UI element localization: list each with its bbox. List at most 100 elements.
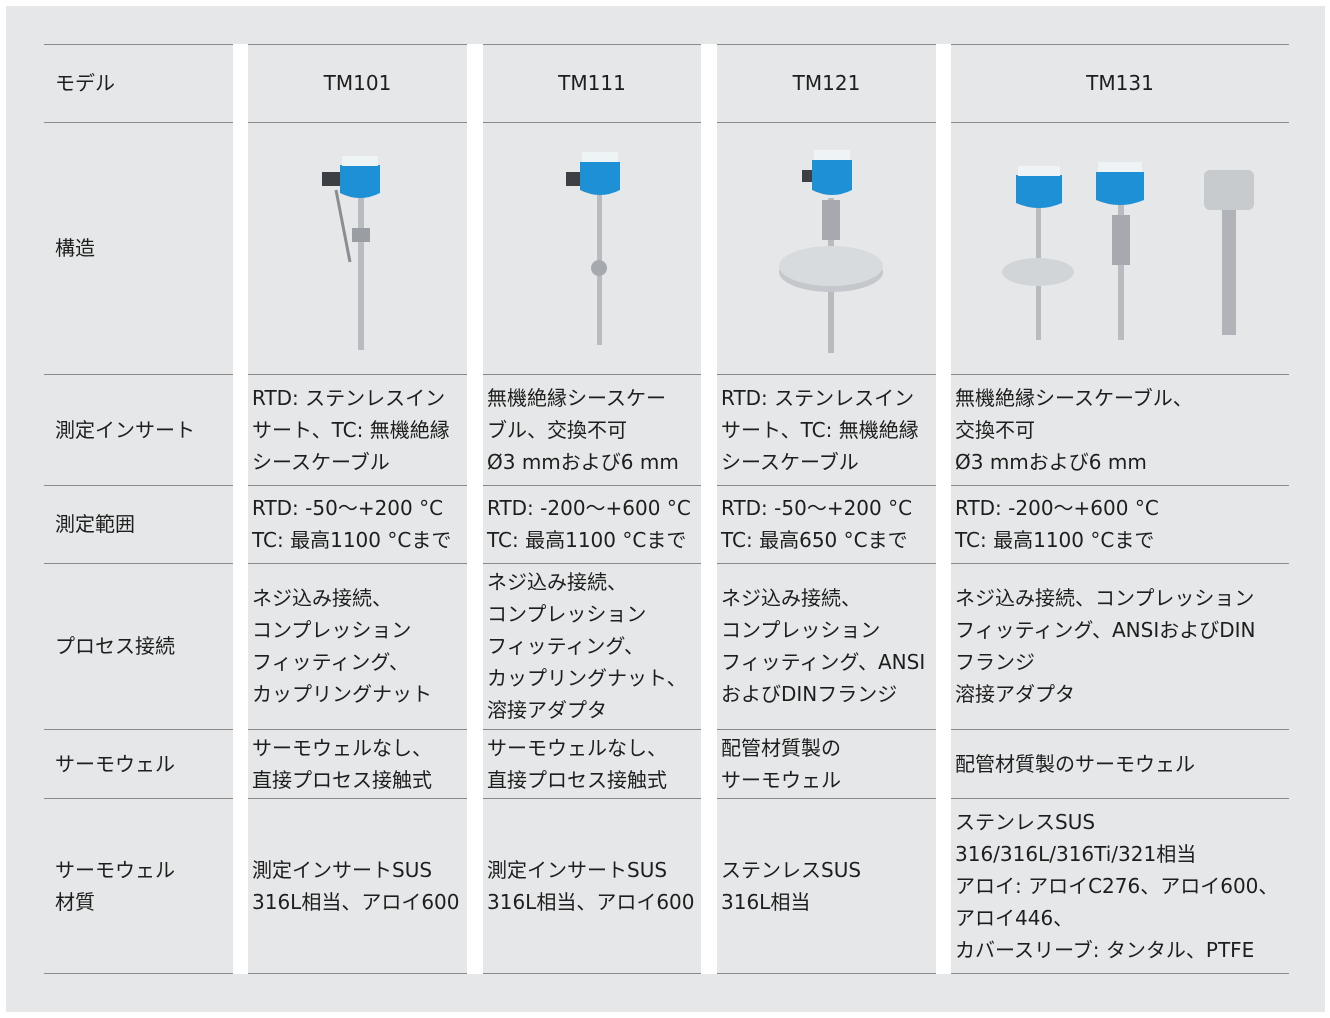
row-divider xyxy=(44,44,1289,45)
cell-text: RTD: -50～+200 °C TC: 最高650 °Cまで xyxy=(721,487,936,561)
model-name: TM111 xyxy=(483,44,701,122)
text-line: RTD: -200～+600 °C xyxy=(955,496,1159,520)
text-line: TC: 最高1100 °Cまで xyxy=(955,528,1155,552)
text-line: ネジ込み接続、コンプレッション xyxy=(955,586,1255,610)
tm131-image xyxy=(1002,162,1254,340)
cell-text: ネジ込み接続、 コンプレッション フィッティング、 カップリングナット、 溶接アダプタ xyxy=(487,565,701,727)
text-line: サーモウェル xyxy=(55,857,175,882)
text-line: サート、TC: 無機絶縁 xyxy=(252,417,450,442)
text-line: カップリングナット、 xyxy=(487,666,687,690)
row-divider xyxy=(44,374,1289,375)
text-line: 無機絶縁シースケーブル、 xyxy=(955,385,1193,410)
text-line: シースケーブル xyxy=(721,449,859,474)
text-line: ステンレスSUS xyxy=(721,857,862,882)
text-line: 直接プロセス接触式 xyxy=(252,767,432,792)
cell-text: 測定インサートSUS 316L相当、アロイ600 xyxy=(252,800,467,971)
text-line: およびDINフランジ xyxy=(721,682,898,706)
row-label: サーモウェル xyxy=(55,731,230,796)
text-line: 溶接アダプタ xyxy=(487,698,607,722)
text-line: Ø3 mmおよび6 mm xyxy=(487,449,679,474)
cell-text: RTD: ステンレスイン サート、TC: 無機絶縁 シースケーブル xyxy=(721,376,936,483)
text-line: サーモウェルなし、 xyxy=(487,735,667,760)
column-gap xyxy=(701,44,717,974)
text-line: TM101 xyxy=(323,71,392,95)
text-line: TM111 xyxy=(558,71,626,95)
row-label: 構造 xyxy=(55,122,230,374)
model-name: TM121 xyxy=(717,44,936,122)
text-line: 316L相当、アロイ600 xyxy=(252,889,460,914)
text-line: コンプレッション xyxy=(252,618,412,642)
text-line: アロイ446、 xyxy=(955,905,1074,930)
row-label: 測定範囲 xyxy=(55,487,230,561)
text-line: TC: 最高1100 °Cまで xyxy=(487,528,687,552)
text-line: サーモウェル xyxy=(721,767,841,792)
row-divider xyxy=(44,973,1289,974)
text-line: 測定インサートSUS xyxy=(252,857,433,882)
text-line: 直接プロセス接触式 xyxy=(487,767,667,792)
text-line: 無機絶縁シースケー xyxy=(487,385,666,410)
text-line: モデル xyxy=(55,71,115,95)
cell-text: 無機絶縁シースケーブル、交換不可 Ø3 mmおよび6 mm xyxy=(955,376,1289,483)
row-divider xyxy=(44,798,1289,799)
text-line: フランジ xyxy=(955,650,1035,674)
text-line: 溶接アダプタ xyxy=(955,682,1075,706)
text-line: RTD: -200～+600 °C xyxy=(487,496,691,520)
text-line: RTD: -50～+200 °C xyxy=(252,496,444,520)
text-line: ステンレスSUS xyxy=(955,809,1096,834)
text-line: 316L相当 xyxy=(721,889,811,914)
header-label: モデル xyxy=(55,44,230,122)
row-divider xyxy=(44,729,1289,730)
text-line: ブル、交換不可 xyxy=(487,417,627,442)
tm101-image xyxy=(322,156,380,350)
cell-text: ネジ込み接続、コンプレッション フィッティング、ANSIおよびDIN フランジ溶接ア… xyxy=(955,565,1289,727)
text-line: 配管材質製の xyxy=(721,735,841,760)
row-divider xyxy=(44,563,1289,564)
text-line: コンプレッション xyxy=(487,602,647,626)
text-line: フィッティング、ANSI xyxy=(721,650,926,674)
text-line: シースケーブル xyxy=(252,449,390,474)
text-line: カバースリーブ: タンタル、PTFE xyxy=(955,937,1255,962)
text-line: 316/316L/316Ti/321相当 xyxy=(955,841,1197,866)
row-divider xyxy=(44,122,1289,123)
cell-text: サーモウェルなし、 直接プロセス接触式 xyxy=(487,731,701,796)
tm111-image xyxy=(566,152,620,345)
text-line: サーモウェルなし、 xyxy=(252,735,432,760)
text-line: フィッティング、ANSIおよびDIN xyxy=(955,618,1256,642)
text-line: 配管材質製のサーモウェル xyxy=(955,751,1195,776)
cell-text: RTD: ステンレスイン サート、TC: 無機絶縁 シースケーブル xyxy=(252,376,467,483)
text-line: 交換不可 xyxy=(955,417,1035,442)
text-line: RTD: ステンレスイン xyxy=(252,385,446,410)
text-line: 測定インサート xyxy=(55,417,195,442)
text-line: TM131 xyxy=(1086,71,1154,95)
text-line: 316L相当、アロイ600 xyxy=(487,889,695,914)
text-line: コンプレッション xyxy=(721,618,881,642)
text-line: フィッティング、 xyxy=(252,650,409,674)
model-name: TM101 xyxy=(248,44,467,122)
row-label: プロセス接続 xyxy=(55,565,230,727)
text-line: ネジ込み接続、 xyxy=(252,586,392,610)
cell-text: RTD: -50～+200 °C TC: 最高1100 °Cまで xyxy=(252,487,467,561)
text-line: ネジ込み接続、 xyxy=(487,570,627,594)
cell-text: 無機絶縁シースケーブル、交換不可 Ø3 mmおよび6 mm xyxy=(487,376,701,483)
text-line: TM121 xyxy=(792,71,861,95)
cell-text: 配管材質製のサーモウェル xyxy=(721,731,936,796)
cell-text: 測定インサートSUS 316L相当、アロイ600 xyxy=(487,800,701,971)
text-line: アロイ: アロイC276、アロイ600、 xyxy=(955,873,1279,898)
text-line: サーモウェル xyxy=(55,751,175,776)
text-line: 構造 xyxy=(55,236,95,260)
cell-text: サーモウェルなし、 直接プロセス接触式 xyxy=(252,731,467,796)
column-gap xyxy=(936,44,951,974)
column-gap xyxy=(467,44,483,974)
cell-text: ステンレスSUS 316/316L/316Ti/321相当アロイ: アロイC276… xyxy=(955,800,1289,971)
cell-text: ステンレスSUS 316L相当 xyxy=(721,800,936,971)
text-line: 材質 xyxy=(55,889,95,914)
cell-text: RTD: -200～+600 °C TC: 最高1100 °Cまで xyxy=(955,487,1289,561)
cell-text: ネジ込み接続、 コンプレッション フィッティング、 カップリングナット xyxy=(252,565,467,727)
text-line: カップリングナット xyxy=(252,682,432,706)
text-line: サート、TC: 無機絶縁 xyxy=(721,417,919,442)
text-line: TC: 最高1100 °Cまで xyxy=(252,528,452,552)
text-line: 測定インサートSUS xyxy=(487,857,668,882)
text-line: 測定範囲 xyxy=(55,512,135,536)
